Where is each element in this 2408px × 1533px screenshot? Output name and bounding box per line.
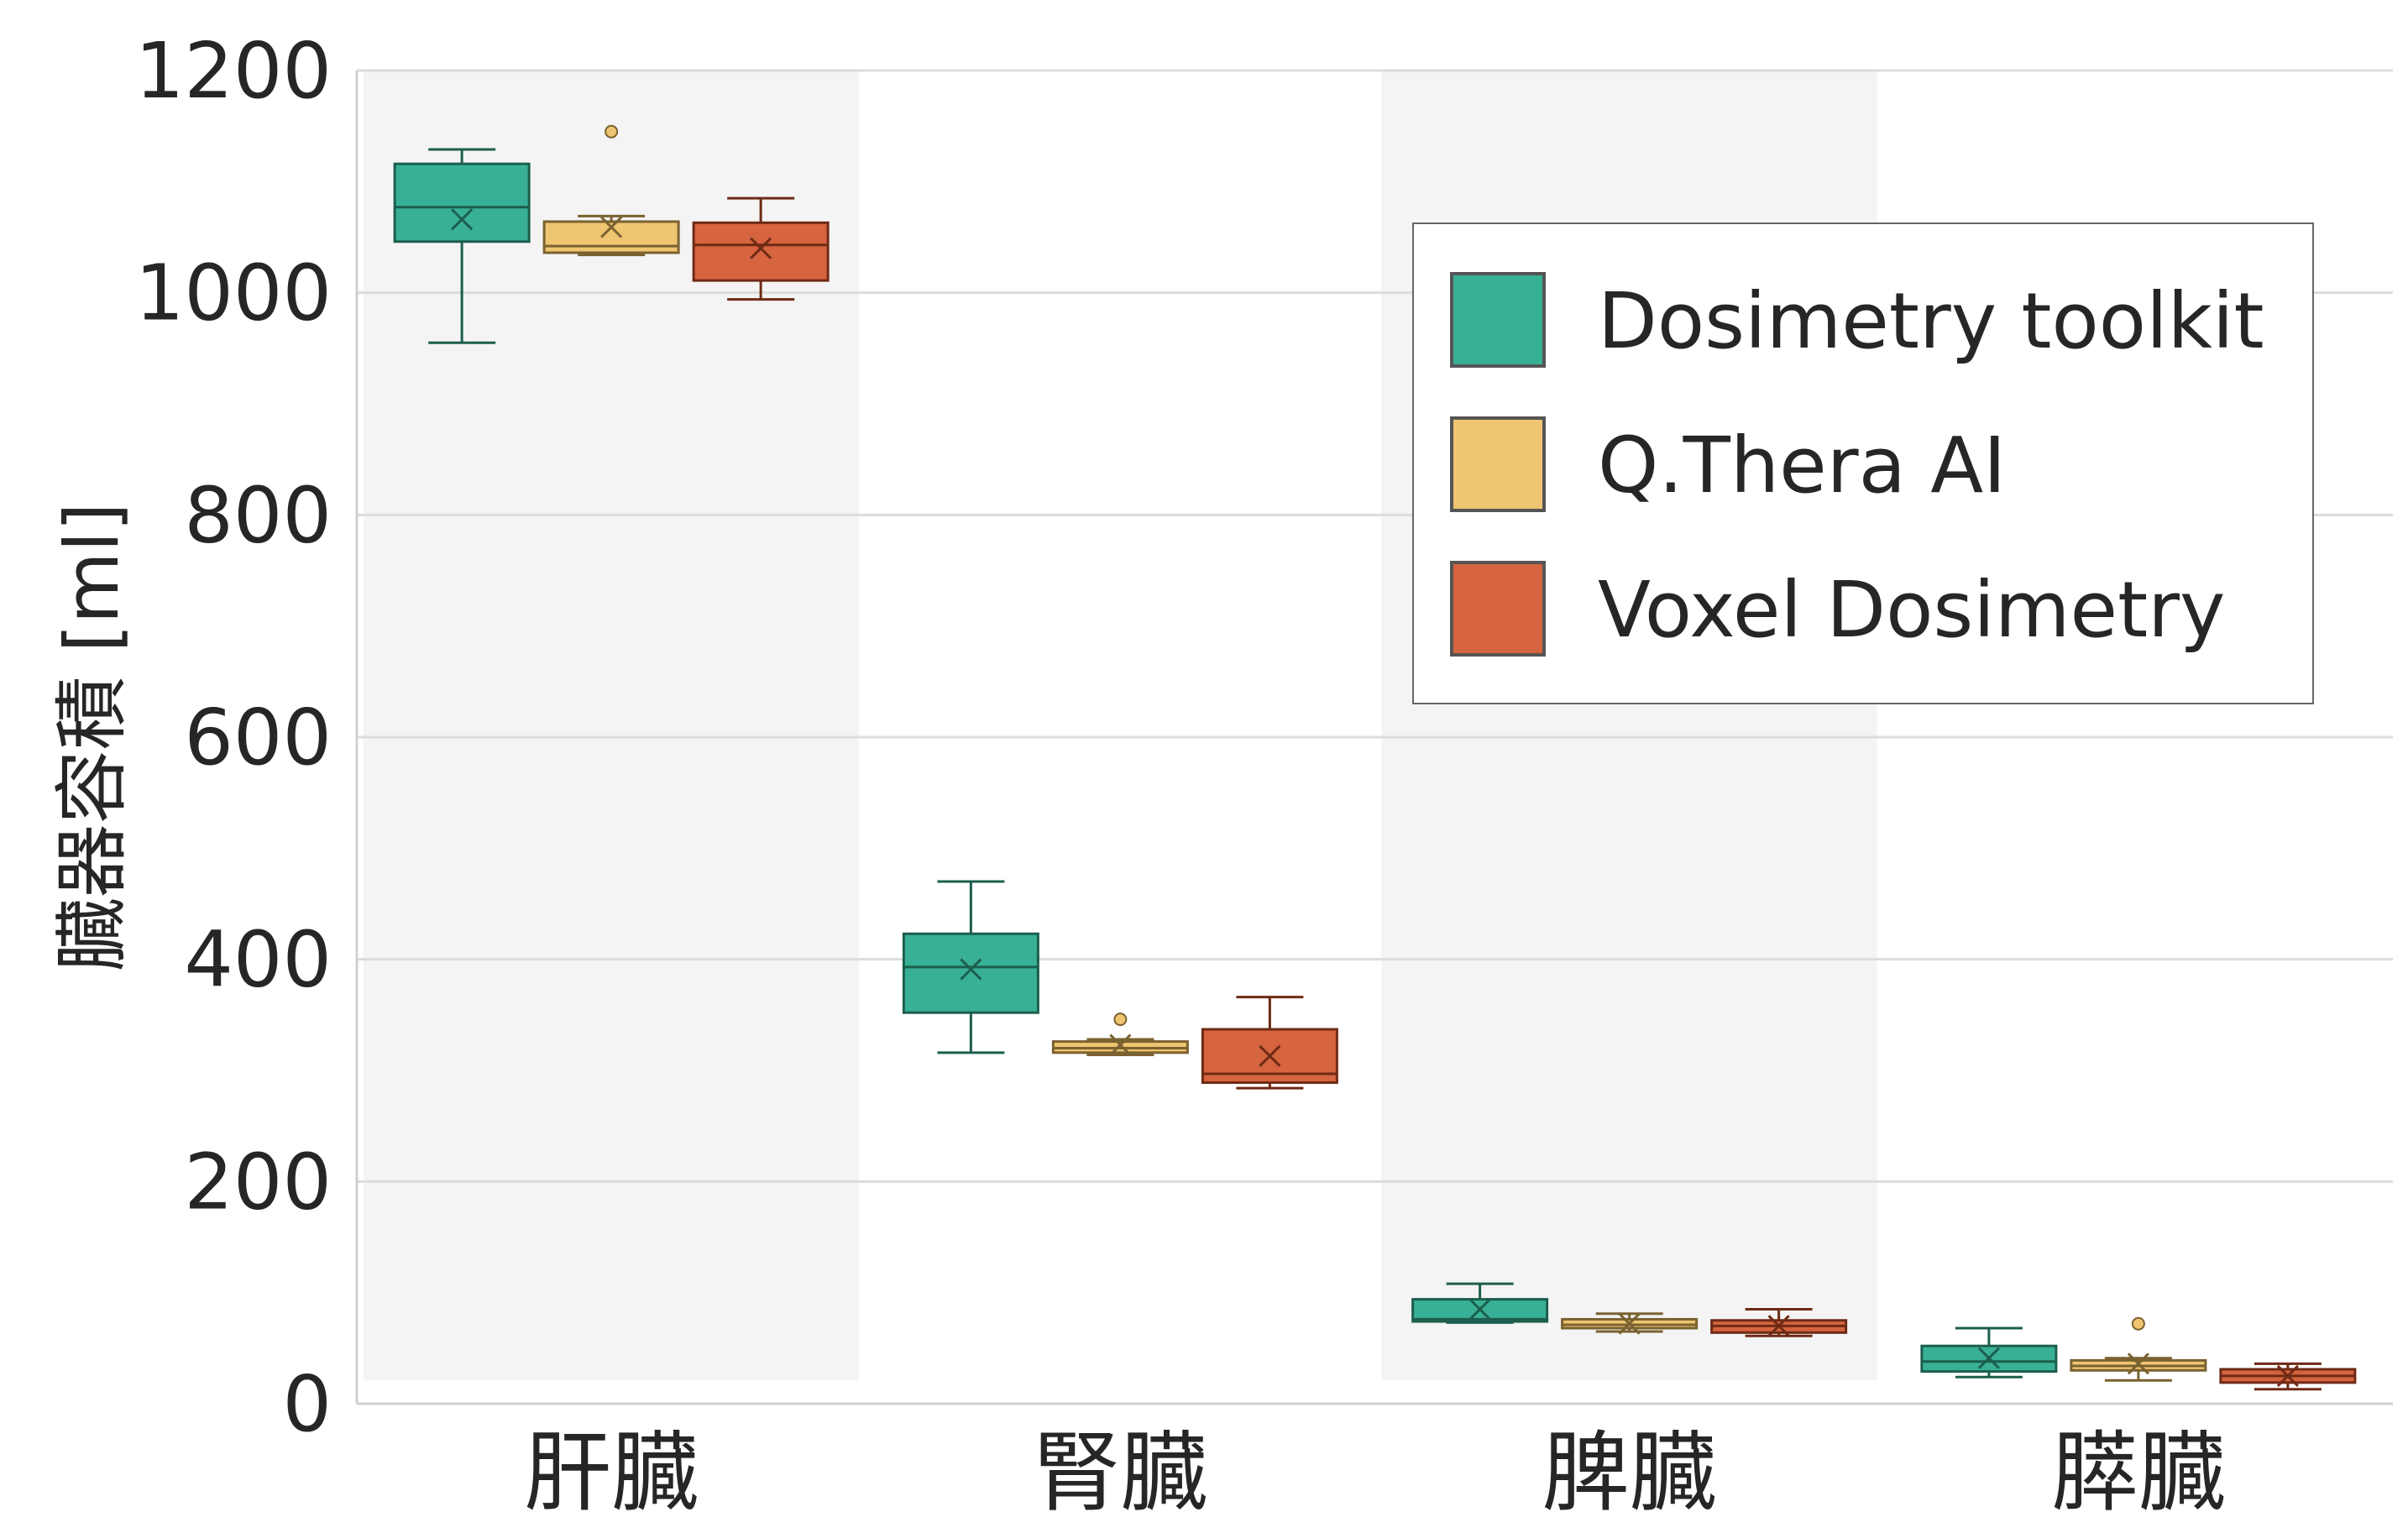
box-0-0 — [393, 148, 531, 344]
mean-marker — [1109, 1033, 1132, 1056]
mean-marker — [2276, 1364, 2299, 1387]
category-band — [364, 71, 860, 1380]
y-tick-labels: 0 200 400 600 800 1000 1200 — [135, 26, 332, 1449]
legend: Dosimetry toolkit Q.Thera AI Voxel Dosimet… — [1412, 222, 2314, 704]
box-2-0 — [1411, 1282, 1549, 1324]
box-3-0 — [1920, 1326, 2058, 1379]
y-tick-label: 1200 — [135, 26, 332, 116]
legend-swatch — [1450, 561, 1546, 657]
box-iqr — [393, 162, 531, 243]
mean-marker — [600, 216, 623, 238]
box-iqr — [902, 932, 1039, 1014]
outlier-point — [2131, 1316, 2145, 1331]
box-1-0 — [902, 880, 1039, 1054]
box-2-2 — [1710, 1308, 1848, 1337]
box-0-2 — [692, 196, 830, 301]
legend-label: Dosimetry toolkit — [1598, 276, 2264, 366]
x-category-label: 肝臓 — [524, 1421, 699, 1524]
box-2-1 — [1561, 1312, 1699, 1335]
legend-label: Q.Thera AI — [1598, 421, 2006, 510]
outlier-point — [1113, 1012, 1128, 1027]
mean-marker — [2127, 1352, 2149, 1375]
y-tick-label: 400 — [184, 915, 332, 1005]
box-1-1 — [1051, 1012, 1189, 1056]
box-3-2 — [2219, 1362, 2357, 1391]
x-category-label: 脾臓 — [1542, 1421, 1717, 1524]
mean-marker — [1977, 1347, 2000, 1369]
mean-marker — [1259, 1044, 1281, 1067]
mean-marker — [1618, 1312, 1641, 1335]
legend-swatch — [1450, 272, 1546, 368]
y-tick-label: 800 — [184, 470, 332, 560]
mean-marker — [1767, 1315, 1790, 1337]
mean-marker — [451, 208, 474, 231]
mean-marker — [1468, 1298, 1491, 1321]
box-iqr — [692, 221, 830, 282]
y-tick-label: 600 — [184, 693, 332, 782]
legend-frame — [1412, 222, 2314, 704]
box-1-2 — [1201, 996, 1338, 1090]
mean-marker — [750, 237, 772, 259]
x-category-label: 腎臓 — [1033, 1421, 1207, 1524]
box-series — [393, 124, 2357, 1391]
box-0-1 — [542, 124, 680, 257]
y-axis-title: 臓器容積 [ml] — [49, 503, 135, 972]
box-3-1 — [2070, 1316, 2207, 1382]
legend-label: Voxel Dosimetry — [1598, 565, 2225, 655]
mean-marker — [960, 958, 982, 981]
y-tick-label: 1000 — [135, 249, 332, 338]
grid-lines — [355, 69, 2393, 1405]
y-tick-label: 200 — [184, 1137, 332, 1227]
x-category-labels: 肝臓 腎臓 脾臓 膵臓 — [524, 1421, 2226, 1524]
x-category-label: 膵臓 — [2051, 1421, 2226, 1524]
outlier-point — [605, 124, 619, 139]
legend-swatch — [1450, 416, 1546, 512]
y-tick-label: 0 — [282, 1359, 332, 1449]
